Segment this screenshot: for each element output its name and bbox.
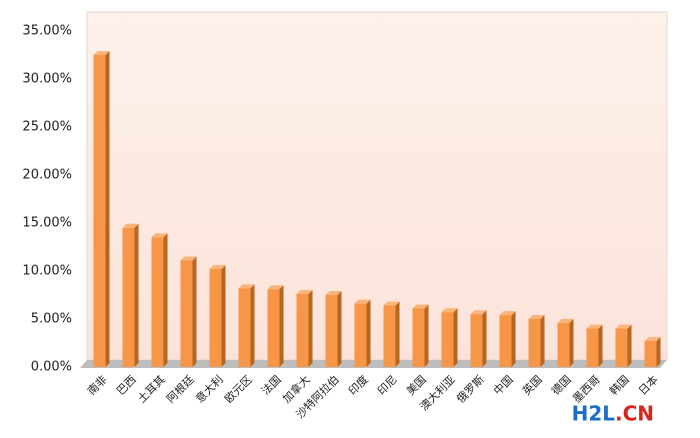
bar [180,260,193,367]
x-tick-label: 美国 [404,373,429,398]
bar-side [511,311,516,367]
bar-top [93,51,110,55]
x-tick-label: 南非 [85,373,110,398]
bar [354,303,367,367]
floor [80,360,667,368]
bar-side [395,301,400,367]
y-tick-label: 15.00% [22,216,72,231]
x-tick-label: 土耳其 [135,373,168,406]
bar [267,289,280,367]
y-tick-label: 25.00% [22,120,72,135]
x-tick-label: 英国 [519,372,544,397]
x-tick-label: 韩国 [606,372,631,397]
bar-top [209,265,226,270]
x-tick-label: 法国 [258,372,283,397]
x-tick-label: 俄罗斯 [454,373,487,406]
bar-top [470,310,487,315]
y-tick-label: 0.00% [31,360,72,375]
bar-top [180,256,197,261]
x-tick-label: 巴西 [114,373,139,398]
bar-side [163,233,168,367]
bar-top [615,324,632,329]
bar-side [192,256,197,367]
bar-top [354,299,371,304]
bar-side [250,284,255,367]
x-tick-label: 德国 [548,372,573,397]
watermark: H2L [572,402,616,426]
x-tick-label: 印尼 [375,373,400,398]
y-tick-label: 20.00% [22,168,72,183]
x-tick-label: 中国 [491,373,516,398]
bar [644,341,657,367]
bar-top [499,311,516,316]
x-tick-label: 阿根廷 [164,372,197,405]
y-tick-label: 5.00% [31,312,72,327]
bar-side [308,290,313,367]
bar-top [528,315,545,319]
bar-top [296,290,313,295]
y-tick-label: 10.00% [22,264,72,279]
bar-side [482,310,487,367]
bar-side [453,308,458,367]
bar-top [441,308,458,313]
bar [528,319,541,367]
x-tick-label: 欧元区 [222,373,255,406]
bar [557,322,570,367]
bar-side [598,324,603,367]
bar-side [105,51,110,367]
bar [470,314,483,367]
x-tick-label: 印度 [345,372,370,397]
bar-top [325,291,342,295]
plot-area [86,11,668,361]
bar-side [627,324,632,367]
bar [325,295,338,367]
bar [586,328,599,367]
bar-top [644,337,661,342]
bar [383,305,396,367]
bar-top [238,284,255,289]
bar-top [267,285,284,290]
bar [296,294,309,367]
bar [499,315,512,367]
watermark: .CN [615,402,654,426]
x-tick-label: 日本 [635,372,660,397]
bar [238,288,251,367]
bar-side [540,315,545,367]
bar-side [656,337,661,367]
bar [93,55,106,367]
x-tick-label: 意大利 [193,372,226,405]
bar-side [366,299,371,367]
bar [441,312,454,367]
bar-side [569,318,574,367]
bar-side [337,291,342,367]
bar [122,227,135,367]
bar-side [134,223,139,367]
y-tick-label: 35.00% [22,24,72,39]
bar [151,237,164,367]
bar-top [557,318,574,323]
bar-side [424,304,429,367]
bar-top [151,233,168,238]
bar [615,328,628,367]
bar [412,308,425,367]
bar-top [586,324,603,329]
y-tick-label: 30.00% [22,72,72,87]
bar-side [279,285,284,367]
bar-top [412,304,429,309]
bar-top [122,223,139,228]
bar-top [383,301,400,306]
bar-side [221,265,226,367]
bar [209,269,222,367]
